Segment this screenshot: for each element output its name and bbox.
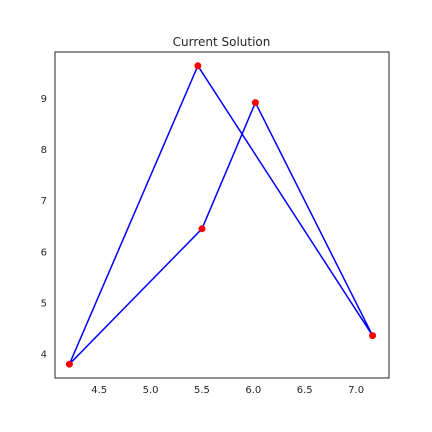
data-point bbox=[65, 360, 73, 368]
data-point bbox=[251, 99, 259, 107]
points-layer bbox=[65, 62, 377, 368]
data-point bbox=[369, 332, 377, 340]
y-tick-label: 5 bbox=[41, 298, 47, 309]
y-tick-label: 6 bbox=[41, 247, 47, 258]
x-tick-label: 5.0 bbox=[143, 385, 159, 396]
data-point bbox=[198, 225, 206, 233]
x-axis-ticks: 4.5 5.0 5.5 6.0 6.5 7.0 bbox=[91, 385, 364, 396]
x-tick-label: 7.0 bbox=[348, 385, 364, 396]
chart-title: Current Solution bbox=[173, 35, 271, 49]
y-axis-ticks: 4 5 6 7 8 9 bbox=[41, 94, 47, 360]
y-tick-label: 9 bbox=[41, 94, 47, 105]
x-tick-label: 4.5 bbox=[91, 385, 107, 396]
plot-frame bbox=[54, 51, 390, 379]
series-layer bbox=[68, 65, 374, 365]
y-tick-label: 4 bbox=[41, 349, 47, 360]
x-tick-label: 5.5 bbox=[194, 385, 210, 396]
x-tick-label: 6.5 bbox=[297, 385, 313, 396]
y-tick-label: 8 bbox=[41, 145, 47, 156]
x-tick-label: 6.0 bbox=[245, 385, 261, 396]
data-point bbox=[194, 62, 202, 70]
series-line-0 bbox=[68, 65, 374, 365]
y-tick-label: 7 bbox=[41, 196, 47, 207]
